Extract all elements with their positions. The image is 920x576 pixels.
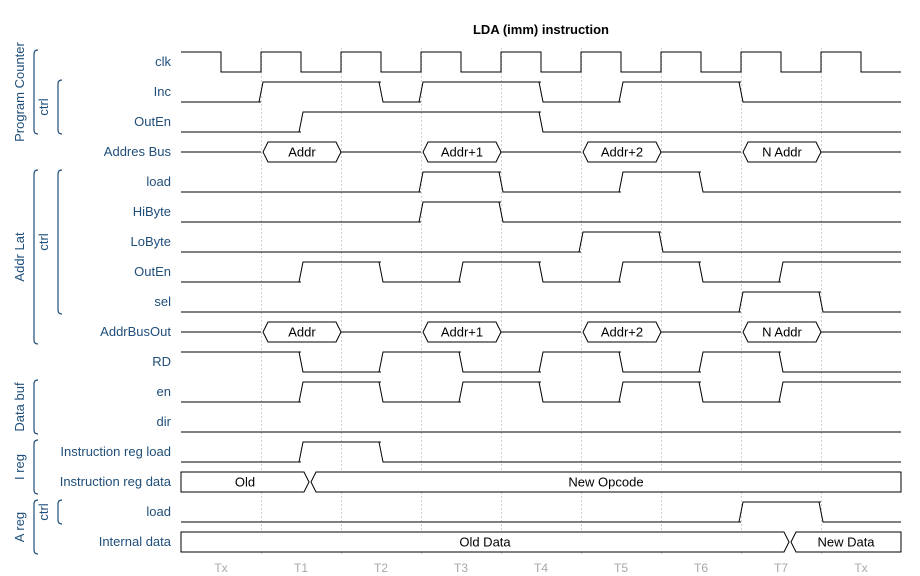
group-brace xyxy=(57,499,63,525)
group-label: I reg xyxy=(12,454,27,480)
signal-labels: clk Inc OutEn Addres Bus load HiByte LoByte Out… xyxy=(60,54,172,549)
signal-label: Instruction reg load xyxy=(60,444,171,459)
signal-label: en xyxy=(157,384,171,399)
cycle-label: T4 xyxy=(534,561,548,575)
cycle-label: Tx xyxy=(214,561,227,575)
bus-segment xyxy=(262,141,342,163)
group-label: Program Counter xyxy=(12,41,27,141)
cycle-label: T1 xyxy=(294,561,308,575)
signal-label: HiByte xyxy=(133,204,171,219)
signal-label: dir xyxy=(157,414,172,429)
group-label: ctrl xyxy=(36,503,51,520)
bus-segment xyxy=(582,141,662,163)
signal-label: OutEn xyxy=(134,264,171,279)
bus-segment xyxy=(180,531,790,553)
bus-segment xyxy=(582,321,662,343)
group-brace xyxy=(57,169,63,315)
bus-segment xyxy=(180,471,310,493)
cycle-labels: Tx T1 T2 T3 T4 T5 T6 T7 Tx xyxy=(214,561,867,575)
signal-label: AddrBusOut xyxy=(100,324,171,339)
bus-value: Addr+2 xyxy=(601,145,643,160)
signal-label: LoByte xyxy=(131,234,171,249)
signal-waveform xyxy=(181,171,901,193)
cycle-label: T5 xyxy=(614,561,628,575)
bus-segment xyxy=(790,531,902,553)
bus-value: Addr+1 xyxy=(441,325,483,340)
group-brace xyxy=(33,49,39,135)
group-brace xyxy=(57,79,63,135)
signal-waveform xyxy=(181,81,901,103)
signal-waveform xyxy=(181,441,901,463)
group-brace xyxy=(33,379,39,435)
signal-waveform xyxy=(181,501,901,523)
signal-label: clk xyxy=(155,54,171,69)
bus-value: Addr xyxy=(288,145,316,160)
cycle-label: Tx xyxy=(854,561,867,575)
group-brace xyxy=(33,499,39,555)
cycle-label: T2 xyxy=(374,561,388,575)
signal-groups: Program Counter ctrl Addr Lat ctrl Data buf I… xyxy=(12,41,63,555)
cycle-label: T7 xyxy=(774,561,788,575)
signal-waveform xyxy=(181,231,901,253)
signal-label: OutEn xyxy=(134,114,171,129)
bus-segment xyxy=(742,321,822,343)
signal-label: Internal data xyxy=(99,534,172,549)
bus-value: Old xyxy=(235,475,255,490)
bus-segment xyxy=(422,141,502,163)
group-brace xyxy=(33,439,39,495)
signal-label: Instruction reg data xyxy=(60,474,172,489)
bus-value: Old Data xyxy=(459,535,511,550)
clock-waveform xyxy=(181,51,901,73)
bus-value: Addr+1 xyxy=(441,145,483,160)
group-label: Data buf xyxy=(12,382,27,432)
bus-segment xyxy=(310,471,902,493)
bus-segment xyxy=(742,141,822,163)
cycle-label: T3 xyxy=(454,561,468,575)
bus-value: N Addr xyxy=(762,325,802,340)
bus-value: New Opcode xyxy=(568,475,643,490)
group-label: A reg xyxy=(12,512,27,542)
group-label: ctrl xyxy=(36,98,51,115)
signal-waveform xyxy=(181,291,901,313)
signal-waveform xyxy=(181,261,901,283)
diagram-title: LDA (imm) instruction xyxy=(473,22,609,37)
waveforms: Addr Addr+1 Addr+2 N Addr Addr Addr+1 Addr+2 N … xyxy=(180,51,902,553)
group-label: Addr Lat xyxy=(12,232,27,282)
signal-waveform xyxy=(181,111,901,133)
bus-value: N Addr xyxy=(762,145,802,160)
signal-label: Inc xyxy=(154,84,172,99)
signal-label: sel xyxy=(154,294,171,309)
bus-value: Addr xyxy=(288,325,316,340)
signal-label: Addres Bus xyxy=(104,144,172,159)
bus-value: Addr+2 xyxy=(601,325,643,340)
signal-label: load xyxy=(146,174,171,189)
cycle-label: T6 xyxy=(694,561,708,575)
signal-label: load xyxy=(146,504,171,519)
group-label: ctrl xyxy=(36,233,51,250)
signal-waveform xyxy=(181,381,901,403)
signal-waveform xyxy=(181,201,901,223)
signal-waveform xyxy=(181,351,901,373)
group-brace xyxy=(33,169,39,345)
signal-label: RD xyxy=(152,354,171,369)
bus-segment xyxy=(262,321,342,343)
bus-value: New Data xyxy=(817,535,875,550)
bus-segment xyxy=(422,321,502,343)
